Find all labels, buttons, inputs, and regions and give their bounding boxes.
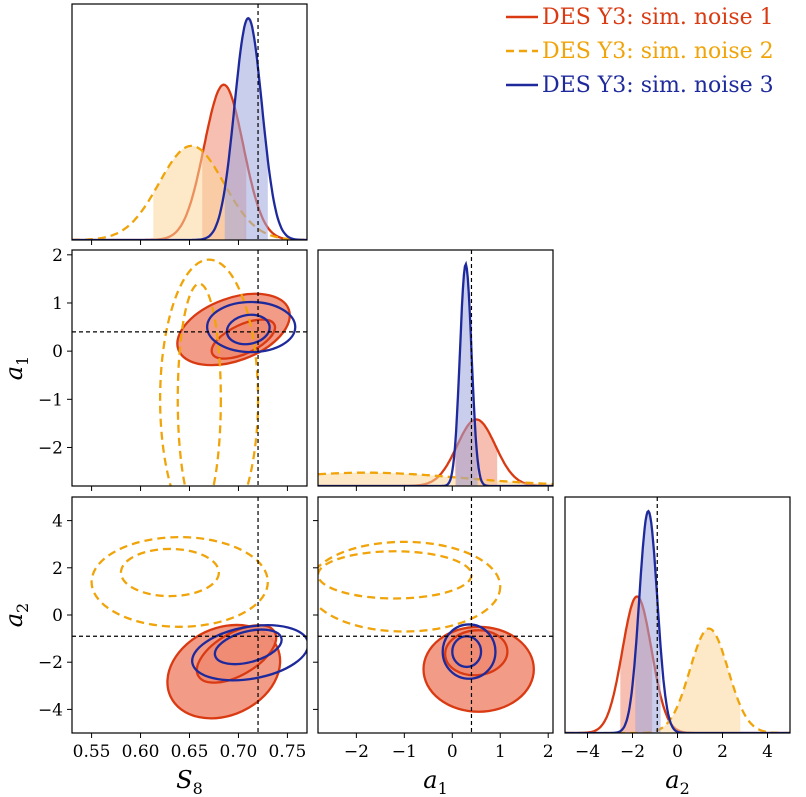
y-axis-title-a2: a2	[0, 603, 32, 628]
x-tick-label-a1: −2	[344, 742, 369, 762]
panel-S8-S8	[71, 3, 308, 245]
marginal-band-a2-series-2	[657, 628, 741, 733]
x-tick-label-a1: −1	[392, 742, 417, 762]
contour-c95-a1_a2-series-3	[441, 623, 497, 680]
panel-frame	[317, 249, 554, 487]
x-tick-label-a2: −2	[620, 742, 645, 762]
marginal-line-a1-series-2	[318, 471, 553, 486]
x-axis-title-S8-symbol: S	[176, 766, 192, 794]
contour-c68-S8_a2-series-3	[213, 628, 283, 666]
marginal-band-S8-series-3	[224, 18, 268, 240]
y-tick-label-a1: −2	[38, 438, 63, 458]
panel-content	[158, 258, 297, 486]
panel-a1-a2: −2 −1 0 1 2	[313, 496, 554, 762]
contour-c68-S8_a1-series-2	[176, 282, 222, 486]
x-tick-label-S8: 0.60	[122, 742, 160, 762]
y-tick-label-a1: 2	[52, 246, 63, 266]
x-axis-title-a2-subscript: 2	[680, 779, 690, 797]
legend-label-series-2: DES Y3: sim. noise 2	[542, 39, 774, 64]
panel-frame	[71, 249, 308, 487]
panel-content	[72, 16, 307, 240]
x-tick-label-S8: 0.65	[171, 742, 209, 762]
y-axis-title-a1-symbol: a	[0, 366, 28, 380]
contour-c95-S8_a2-series-2	[90, 535, 269, 628]
x-axis-title-a1-symbol: a	[423, 766, 437, 794]
x-tick-label-a2: 4	[762, 742, 773, 762]
x-tick-label-a1: 2	[543, 742, 554, 762]
y-axis-title-a2-subscript: 2	[13, 603, 32, 613]
contour-c95-S8_a1-series-3	[205, 300, 297, 354]
x-axis-title-S8: S8	[176, 766, 203, 797]
contour-c68-S8_a2-series-2	[119, 547, 221, 598]
y-tick-label-a2: 2	[52, 559, 63, 579]
contour-c68-a1_a2-series-2	[318, 550, 473, 600]
marginal-line-a2-series-2	[565, 627, 790, 733]
panel-content	[318, 540, 535, 713]
y-tick-label-a1: −1	[38, 390, 63, 410]
marginal-line-a2-series-3	[565, 509, 790, 733]
marginal-band-a1-series-2	[318, 472, 553, 486]
panel-S8-a2: 0.55 0.60 0.65 0.70 0.75 −4 −2 0 2 4	[38, 496, 308, 762]
x-tick-label-S8: 0.55	[73, 742, 111, 762]
y-tick-label-a2: 0	[52, 606, 63, 626]
x-tick-label-a2: −4	[575, 742, 600, 762]
panel-a2-a2: −4 −2 0 2 4	[564, 496, 791, 762]
x-tick-label-a1: 1	[495, 742, 506, 762]
x-axis-title-a2-symbol: a	[665, 766, 679, 794]
marginal-line-S8-series-2	[72, 144, 307, 240]
contour-c95-S8_a2-series-3	[191, 624, 307, 682]
y-axis-title-a1: a1	[0, 356, 32, 381]
y-tick-label-a2: 4	[52, 512, 63, 532]
panel-S8-a1: −2 −1 0 1 2	[38, 246, 308, 491]
y-axis-title-a1-subscript: 1	[13, 356, 32, 366]
y-tick-label-a2: −2	[38, 653, 63, 673]
x-axis-title-S8-subscript: 8	[193, 779, 203, 797]
y-tick-label-a2: −4	[38, 700, 63, 720]
legend: DES Y3: sim. noise 1 DES Y3: sim. noise 2…	[506, 5, 774, 98]
x-tick-label-S8: 0.70	[220, 742, 258, 762]
marginal-band-S8-series-2	[153, 145, 245, 240]
legend-label-series-1: DES Y3: sim. noise 1	[542, 5, 774, 30]
x-axis-title-a1: a1	[423, 766, 448, 797]
contour-c95-a1_a2-series-2	[318, 540, 502, 633]
x-axis-title-a1-subscript: 1	[438, 779, 448, 797]
contour-c68-S8_a1-series-3	[225, 313, 271, 346]
panel-content	[318, 260, 553, 486]
marginal-band-a2-series-3	[635, 511, 661, 733]
x-tick-label-S8: 0.75	[268, 742, 306, 762]
panels-layer: −2 −1 0 1 2 0.55 0.60 0.65 0.70 0.75 −4 −2 0 2 4 −2 −1 0 1…	[38, 3, 791, 762]
y-tick-label-a1: 1	[52, 294, 63, 314]
marginal-line-S8-series-3	[72, 16, 307, 240]
x-tick-label-a1: 0	[447, 742, 458, 762]
marginal-line-a1-series-3	[318, 260, 553, 486]
panel-a1-a1	[317, 249, 554, 491]
y-axis-title-a2-symbol: a	[0, 613, 28, 627]
panel-frame	[564, 496, 791, 734]
x-tick-label-a2: 0	[672, 742, 683, 762]
panel-content	[565, 509, 790, 733]
x-axis-title-a2: a2	[665, 766, 690, 797]
legend-label-series-3: DES Y3: sim. noise 3	[542, 73, 774, 98]
y-tick-label-a1: 0	[52, 342, 63, 362]
panel-content	[90, 535, 307, 720]
x-tick-label-a2: 2	[717, 742, 728, 762]
